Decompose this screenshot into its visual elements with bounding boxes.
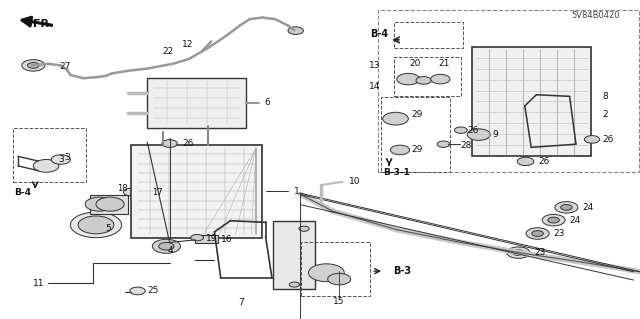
Bar (472, 47, 591, 156)
Text: 18: 18 (117, 184, 128, 193)
Circle shape (128, 186, 151, 198)
Circle shape (561, 204, 572, 210)
Text: 19: 19 (206, 234, 218, 243)
Text: 12: 12 (182, 40, 194, 48)
Circle shape (22, 60, 45, 71)
Text: 22: 22 (162, 47, 173, 56)
Circle shape (437, 141, 450, 147)
Text: 26: 26 (467, 126, 479, 135)
Text: B-3-1: B-3-1 (383, 168, 410, 177)
Bar (195, 235, 218, 243)
Circle shape (51, 155, 70, 164)
Text: 5V84B0420: 5V84B0420 (571, 11, 620, 20)
Circle shape (191, 234, 204, 241)
Text: 11: 11 (33, 279, 45, 288)
Text: 10: 10 (349, 177, 360, 186)
Circle shape (383, 112, 408, 125)
Circle shape (288, 27, 303, 34)
Text: 23: 23 (534, 248, 546, 257)
Bar (394, 57, 461, 96)
Bar (273, 221, 315, 289)
Circle shape (467, 129, 490, 140)
Text: 20: 20 (410, 59, 421, 68)
Circle shape (162, 140, 177, 147)
Text: 23: 23 (554, 229, 565, 238)
Text: B-3: B-3 (394, 266, 412, 276)
Bar (131, 145, 262, 238)
Text: 15: 15 (333, 297, 345, 306)
Text: 29: 29 (412, 110, 423, 119)
Bar (381, 97, 450, 172)
Circle shape (513, 250, 524, 256)
Circle shape (526, 228, 549, 239)
Circle shape (416, 77, 431, 84)
Circle shape (542, 214, 565, 226)
Circle shape (159, 242, 174, 250)
Text: 21: 21 (438, 59, 450, 68)
Text: 1: 1 (294, 187, 300, 196)
Text: 24: 24 (570, 216, 581, 225)
Circle shape (85, 197, 113, 211)
Text: 27: 27 (60, 63, 71, 71)
Text: 26: 26 (602, 135, 614, 144)
Text: 17: 17 (152, 188, 163, 197)
Bar (394, 22, 463, 48)
Circle shape (532, 231, 543, 236)
Text: 4: 4 (168, 246, 173, 255)
Bar (378, 10, 639, 172)
Circle shape (507, 247, 530, 258)
Text: 26: 26 (182, 139, 194, 148)
Circle shape (555, 202, 578, 213)
Text: 25: 25 (147, 286, 159, 295)
Circle shape (289, 282, 300, 287)
Text: 7: 7 (238, 298, 244, 307)
Circle shape (390, 145, 410, 155)
Circle shape (548, 217, 559, 223)
Circle shape (397, 73, 420, 85)
Circle shape (431, 74, 450, 84)
Bar (301, 242, 370, 296)
Text: FR.: FR. (33, 19, 54, 29)
Circle shape (299, 226, 309, 231)
Text: 26: 26 (538, 157, 550, 166)
Text: B-4: B-4 (370, 29, 388, 40)
Text: 24: 24 (582, 203, 594, 212)
Text: 8: 8 (602, 92, 608, 100)
Circle shape (454, 127, 467, 133)
Circle shape (584, 136, 600, 143)
Circle shape (78, 216, 114, 234)
Circle shape (28, 63, 39, 68)
Circle shape (152, 239, 180, 253)
Text: 14: 14 (369, 82, 381, 91)
Circle shape (96, 197, 124, 211)
Text: 28: 28 (461, 141, 472, 150)
Circle shape (130, 287, 145, 295)
Text: 6: 6 (264, 98, 270, 108)
Circle shape (328, 273, 351, 285)
Text: 29: 29 (412, 145, 423, 154)
Text: 3: 3 (64, 153, 70, 162)
Circle shape (70, 212, 122, 238)
Circle shape (124, 188, 139, 196)
Text: 16: 16 (221, 235, 232, 244)
Text: 5: 5 (106, 224, 111, 233)
Text: 2: 2 (602, 110, 608, 119)
Bar (90, 195, 128, 214)
Text: B-4: B-4 (14, 188, 31, 197)
Text: 9: 9 (493, 130, 499, 139)
Circle shape (517, 157, 534, 166)
Bar (13, 128, 86, 182)
Text: 3: 3 (58, 155, 64, 164)
Bar (147, 78, 246, 128)
Circle shape (33, 160, 59, 172)
Text: 13: 13 (369, 61, 381, 70)
Circle shape (308, 264, 344, 282)
